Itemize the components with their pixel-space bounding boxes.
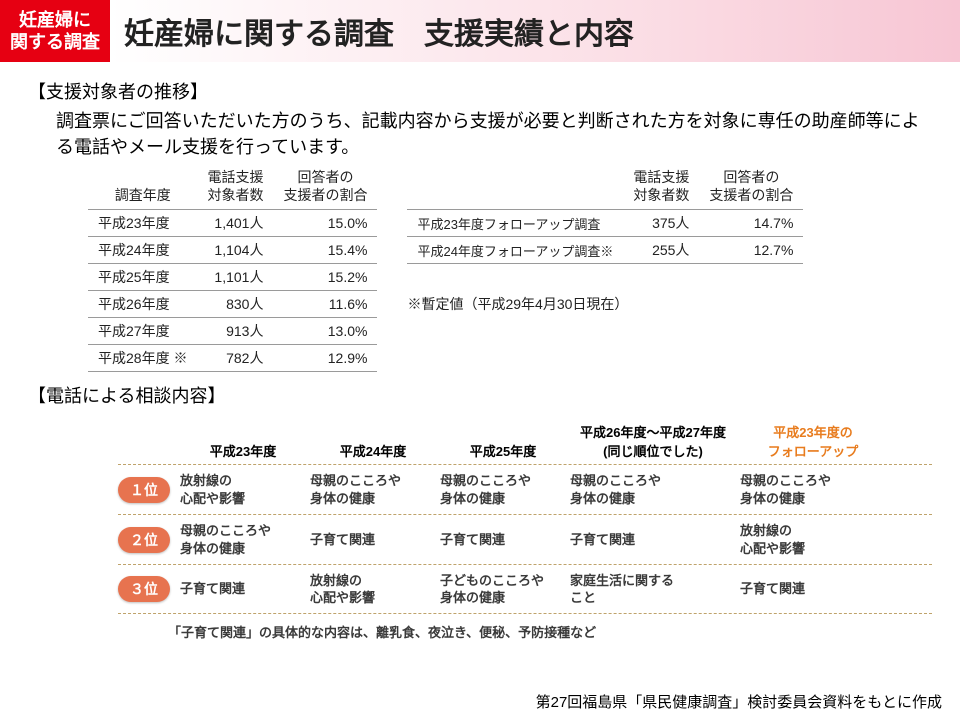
ranking-footnote: 「子育て関連」の具体的な内容は、離乳食、夜泣き、便秘、予防接種など (168, 622, 932, 641)
rank-row: １位放射線の心配や影響母親のこころや身体の健康母親のこころや身体の健康母親のここ… (118, 464, 932, 514)
table-cell: 1,101人 (197, 264, 273, 291)
table-cell: 12.7% (699, 237, 803, 264)
table-cell: 平成24年度 (88, 237, 197, 264)
table-cell: 11.6% (273, 291, 377, 318)
table-col-header: 回答者の支援者の割合 (699, 166, 803, 210)
rank-cell: 母親のこころや身体の健康 (178, 518, 308, 561)
table-cell: 平成23年度 (88, 210, 197, 237)
rank-cell: 母親のこころや身体の健康 (308, 468, 438, 511)
table-cell: 830人 (197, 291, 273, 318)
rank-col-header: 平成25年度 (438, 441, 568, 460)
source-credit: 第27回福島県「県民健康調査」検討委員会資料をもとに作成 (536, 691, 942, 712)
rank-cell: 子育て関連 (308, 527, 438, 553)
rank-cell: 母親のこころや身体の健康 (438, 468, 568, 511)
rank-cell: 子育て関連 (568, 527, 738, 553)
table-row: 平成25年度1,101人15.2% (88, 264, 377, 291)
table-cell: 913人 (197, 318, 273, 345)
section1-heading: 【支援対象者の推移】 (28, 78, 932, 104)
rank-cell: 家庭生活に関すること (568, 568, 738, 611)
rank-pill: １位 (118, 477, 170, 503)
table-row: 平成23年度1,401人15.0% (88, 210, 377, 237)
rank-pill: ２位 (118, 527, 170, 553)
table-cell: 782人 (197, 345, 273, 372)
table-cell: 平成25年度 (88, 264, 197, 291)
table-cell: 375人 (623, 210, 699, 237)
support-table-right: 電話支援対象者数回答者の支援者の割合 平成23年度フォローアップ調査375人14… (407, 166, 803, 264)
rank-cell: 子育て関連 (738, 576, 888, 602)
table-cell: 12.9% (273, 345, 377, 372)
rank-col-header: 平成26年度～平成27年度(同じ順位でした) (568, 422, 738, 460)
rank-cell: 放射線の心配や影響 (738, 518, 888, 561)
ranking-table: 平成23年度平成24年度平成25年度平成26年度～平成27年度(同じ順位でした)… (118, 422, 932, 641)
rank-col-header: 平成24年度 (308, 441, 438, 460)
table-cell: 13.0% (273, 318, 377, 345)
table-col-header (407, 166, 623, 210)
provisional-note: ※暫定値（平成29年4月30日現在） (407, 294, 803, 314)
rank-cell: 子育て関連 (178, 576, 308, 602)
table-cell: 平成28年度 ※ (88, 345, 197, 372)
table-row: 平成23年度フォローアップ調査375人14.7% (407, 210, 803, 237)
table-cell: 15.4% (273, 237, 377, 264)
rank-row: ２位母親のこころや身体の健康子育て関連子育て関連子育て関連放射線の心配や影響 (118, 514, 932, 564)
rank-col-header: 平成23年度 (178, 441, 308, 460)
table-cell: 15.2% (273, 264, 377, 291)
table-row: 平成27年度913人13.0% (88, 318, 377, 345)
table-col-header: 電話支援対象者数 (197, 166, 273, 210)
category-badge: 妊産婦に関する調査 (0, 0, 110, 62)
page-title: 妊産婦に関する調査 支援実績と内容 (110, 0, 960, 62)
table-row: 平成24年度1,104人15.4% (88, 237, 377, 264)
table-row: 平成26年度830人11.6% (88, 291, 377, 318)
table-cell: 平成26年度 (88, 291, 197, 318)
table-cell: 平成23年度フォローアップ調査 (407, 210, 623, 237)
section2-heading: 【電話による相談内容】 (28, 382, 932, 408)
table-row: 平成24年度フォローアップ調査※255人12.7% (407, 237, 803, 264)
table-cell: 15.0% (273, 210, 377, 237)
content: 【支援対象者の推移】 調査票にご回答いただいた方のうち、記載内容から支援が必要と… (0, 62, 960, 641)
header: 妊産婦に関する調査 妊産婦に関する調査 支援実績と内容 (0, 0, 960, 62)
rank-row: ３位子育て関連放射線の心配や影響子どものこころや身体の健康家庭生活に関すること子… (118, 564, 932, 614)
table-cell: 平成27年度 (88, 318, 197, 345)
table-row: 平成28年度 ※782人12.9% (88, 345, 377, 372)
table-cell: 1,104人 (197, 237, 273, 264)
tables-wrap: 調査年度電話支援対象者数回答者の支援者の割合 平成23年度1,401人15.0%… (88, 166, 932, 372)
rank-col-header: 平成23年度のフォローアップ (738, 422, 888, 460)
table-col-header: 電話支援対象者数 (623, 166, 699, 210)
table-cell: 14.7% (699, 210, 803, 237)
table-cell: 1,401人 (197, 210, 273, 237)
rank-cell: 放射線の心配や影響 (308, 568, 438, 611)
rank-cell: 子育て関連 (438, 527, 568, 553)
rank-cell: 放射線の心配や影響 (178, 468, 308, 511)
rank-cell: 子どものこころや身体の健康 (438, 568, 568, 611)
rank-cell: 母親のこころや身体の健康 (738, 468, 888, 511)
support-table-left: 調査年度電話支援対象者数回答者の支援者の割合 平成23年度1,401人15.0%… (88, 166, 377, 372)
table-col-header: 回答者の支援者の割合 (273, 166, 377, 210)
rank-pill: ３位 (118, 576, 170, 602)
table-cell: 平成24年度フォローアップ調査※ (407, 237, 623, 264)
table-col-header: 調査年度 (88, 166, 197, 210)
section1-lead: 調査票にご回答いただいた方のうち、記載内容から支援が必要と判断された方を対象に専… (56, 108, 932, 160)
table-cell: 255人 (623, 237, 699, 264)
rank-cell: 母親のこころや身体の健康 (568, 468, 738, 511)
